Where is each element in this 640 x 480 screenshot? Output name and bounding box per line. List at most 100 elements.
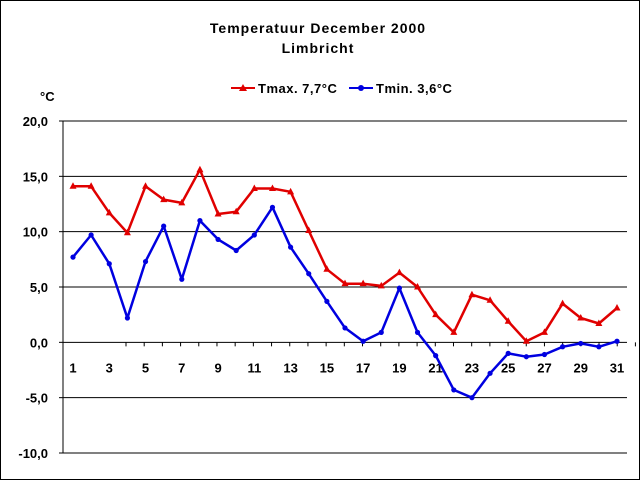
series-line bbox=[72, 206, 618, 399]
data-point bbox=[450, 328, 458, 335]
data-point bbox=[305, 226, 313, 234]
data-point bbox=[360, 338, 366, 344]
data-point bbox=[306, 271, 312, 277]
series-tmax bbox=[69, 165, 621, 344]
data-point bbox=[88, 232, 94, 238]
data-point bbox=[414, 329, 421, 335]
data-point bbox=[341, 279, 349, 287]
data-point bbox=[214, 209, 222, 217]
data-point bbox=[124, 315, 130, 321]
data-point bbox=[522, 337, 530, 344]
y-tick-label: 20,0 bbox=[23, 114, 48, 129]
data-point bbox=[123, 228, 131, 236]
data-point bbox=[487, 370, 493, 376]
data-point bbox=[69, 182, 77, 189]
data-point bbox=[287, 187, 295, 195]
data-point bbox=[559, 299, 567, 307]
series-line bbox=[73, 168, 618, 343]
data-point bbox=[105, 208, 113, 216]
data-point bbox=[578, 340, 584, 347]
x-tick-label: 29 bbox=[573, 360, 587, 375]
y-tick-label: 15,0 bbox=[23, 169, 48, 184]
y-tick-label: 10,0 bbox=[23, 225, 48, 240]
y-tick-label: 0,0 bbox=[30, 335, 48, 350]
x-tick-label: 15 bbox=[320, 360, 334, 375]
data-point bbox=[142, 182, 150, 189]
data-point bbox=[378, 329, 384, 335]
gridlines bbox=[63, 120, 627, 454]
data-point bbox=[595, 319, 603, 327]
data-point bbox=[179, 276, 185, 282]
x-tick-label: 1 bbox=[69, 360, 76, 375]
data-point bbox=[359, 279, 367, 287]
legend-tmax-label: Tmax. 7,7°C bbox=[258, 81, 337, 96]
data-point bbox=[142, 258, 149, 265]
x-tick-label: 11 bbox=[247, 360, 261, 375]
data-point bbox=[486, 296, 494, 303]
data-point bbox=[342, 325, 348, 331]
data-point bbox=[269, 204, 276, 210]
data-point bbox=[323, 265, 331, 272]
x-tick-label: 9 bbox=[214, 360, 221, 375]
x-tick-label: 27 bbox=[537, 360, 551, 375]
data-point bbox=[614, 338, 620, 344]
data-point bbox=[505, 350, 511, 356]
data-point bbox=[396, 285, 402, 291]
data-point bbox=[233, 247, 239, 254]
data-point bbox=[377, 281, 385, 289]
x-tick-label: 31 bbox=[610, 360, 624, 375]
data-point bbox=[414, 283, 422, 290]
legend-tmin-marker bbox=[358, 85, 364, 91]
data-point bbox=[87, 182, 95, 189]
x-tick-label: 19 bbox=[392, 360, 406, 375]
data-point bbox=[596, 344, 602, 350]
x-tick-label: 17 bbox=[356, 360, 370, 375]
data-point bbox=[324, 298, 330, 304]
y-axis-label: °C bbox=[40, 89, 55, 104]
data-point bbox=[577, 313, 585, 321]
legend-tmax-marker bbox=[239, 84, 247, 91]
chart-subtitle: Limbricht bbox=[282, 40, 355, 56]
x-tick-label: 13 bbox=[283, 360, 297, 375]
data-point bbox=[251, 232, 257, 238]
data-point bbox=[250, 184, 258, 192]
x-tick-label: 25 bbox=[501, 360, 515, 375]
data-point bbox=[178, 198, 186, 206]
y-tick-label: -5,0 bbox=[26, 391, 48, 406]
series-layer bbox=[69, 165, 621, 401]
x-tick-label: 7 bbox=[178, 360, 185, 375]
y-tick-label: -10,0 bbox=[18, 446, 48, 461]
data-point bbox=[70, 254, 76, 260]
data-point bbox=[288, 244, 294, 250]
data-point bbox=[540, 328, 548, 335]
data-point bbox=[232, 207, 240, 215]
data-point bbox=[215, 236, 221, 243]
x-tick-label: 23 bbox=[465, 360, 479, 375]
legend: Tmax. 7,7°C Tmin. 3,6°C bbox=[231, 81, 452, 96]
data-point bbox=[160, 195, 168, 203]
data-point bbox=[613, 304, 621, 311]
data-point bbox=[504, 317, 512, 324]
x-tick-label: 5 bbox=[142, 360, 149, 375]
data-point bbox=[161, 223, 167, 229]
data-point bbox=[268, 184, 276, 192]
data-point bbox=[197, 218, 203, 224]
x-tick-labels: 1 3 5 7 9 11 13 15 17 19 21 23 25 27 29 31 bbox=[69, 360, 624, 375]
data-point bbox=[196, 165, 204, 173]
data-point bbox=[433, 353, 439, 359]
y-tick-labels: -10,0 -5,0 0,0 5,0 10,0 15,0 20,0 bbox=[18, 114, 48, 461]
data-point bbox=[468, 290, 476, 298]
data-point bbox=[469, 395, 475, 401]
data-point bbox=[523, 354, 529, 360]
data-point bbox=[432, 310, 440, 318]
x-tick-label: 3 bbox=[106, 360, 113, 375]
data-point bbox=[451, 387, 457, 393]
y-tick-label: 5,0 bbox=[30, 280, 48, 295]
data-point bbox=[541, 351, 548, 358]
data-point bbox=[106, 261, 112, 267]
chart-title: Temperatuur December 2000 bbox=[210, 20, 426, 36]
data-point bbox=[395, 268, 403, 276]
data-point bbox=[560, 344, 566, 350]
